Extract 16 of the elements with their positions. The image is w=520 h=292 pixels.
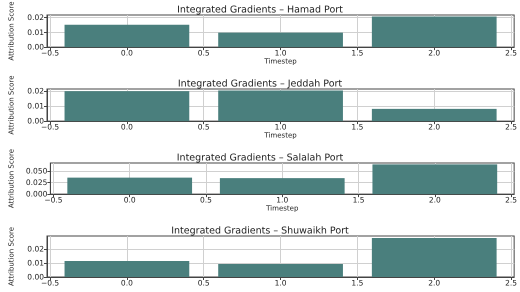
bar xyxy=(64,91,190,122)
chart-title: Integrated Gradients – Shuwaikh Port xyxy=(171,226,350,236)
bar xyxy=(218,32,343,48)
chart-title: Integrated Gradients – Salalah Port xyxy=(176,152,344,164)
bar xyxy=(372,108,497,122)
chart-title: Integrated Gradients – Jeddah Port xyxy=(178,78,342,90)
bar xyxy=(218,264,343,277)
chart-title: Integrated Gradients – Hamad Port xyxy=(177,4,344,16)
bar xyxy=(372,164,498,194)
bar xyxy=(372,16,497,48)
bar xyxy=(218,90,343,122)
bar xyxy=(64,260,190,277)
bar xyxy=(67,178,192,194)
bar xyxy=(64,24,190,48)
bar xyxy=(220,178,345,194)
bar xyxy=(372,238,497,277)
